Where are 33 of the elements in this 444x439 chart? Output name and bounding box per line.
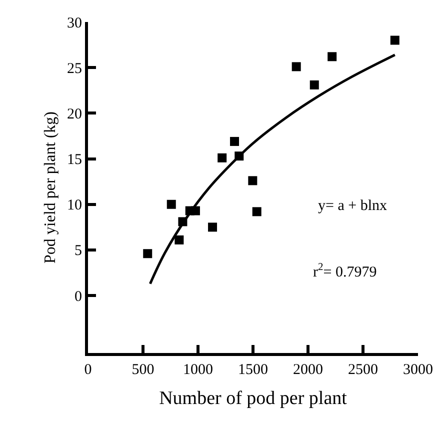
y-axis-title: Pod yield per plant (kg) bbox=[42, 112, 59, 264]
point bbox=[230, 136, 240, 146]
point bbox=[190, 206, 200, 216]
y-tick-label: 30 bbox=[67, 15, 82, 32]
x-tick-label: 1000 bbox=[183, 362, 213, 378]
y-tick-label: 20 bbox=[67, 106, 82, 122]
y-tick-label: 0 bbox=[74, 288, 82, 305]
annotation: y= a + blnx bbox=[318, 198, 388, 214]
point bbox=[252, 207, 262, 216]
x-tick-label: 500 bbox=[132, 362, 154, 378]
point bbox=[390, 36, 400, 45]
y-tick-label: 15 bbox=[67, 152, 82, 168]
point bbox=[166, 200, 176, 209]
point bbox=[234, 152, 244, 161]
point bbox=[174, 235, 184, 244]
x-tick-label: 1500 bbox=[238, 362, 268, 378]
x-axis-title: Number of pod per plant bbox=[159, 388, 348, 409]
y-tick-label: 10 bbox=[67, 198, 82, 214]
line-series bbox=[148, 54, 396, 285]
y-tick-label: 25 bbox=[67, 60, 82, 77]
x-tick-label: 3000 bbox=[403, 362, 433, 378]
point bbox=[328, 52, 337, 62]
point bbox=[310, 80, 319, 90]
y-tick-label: 5 bbox=[74, 243, 82, 260]
point bbox=[143, 249, 152, 258]
point bbox=[292, 62, 301, 72]
point bbox=[218, 153, 227, 162]
x-tick-label: 2500 bbox=[348, 362, 378, 378]
x-tick-label: 2000 bbox=[293, 362, 323, 378]
annotation: r$^{2}$= 0.7979 bbox=[313, 262, 377, 280]
point bbox=[178, 217, 188, 226]
point bbox=[248, 176, 258, 186]
point bbox=[208, 222, 218, 232]
